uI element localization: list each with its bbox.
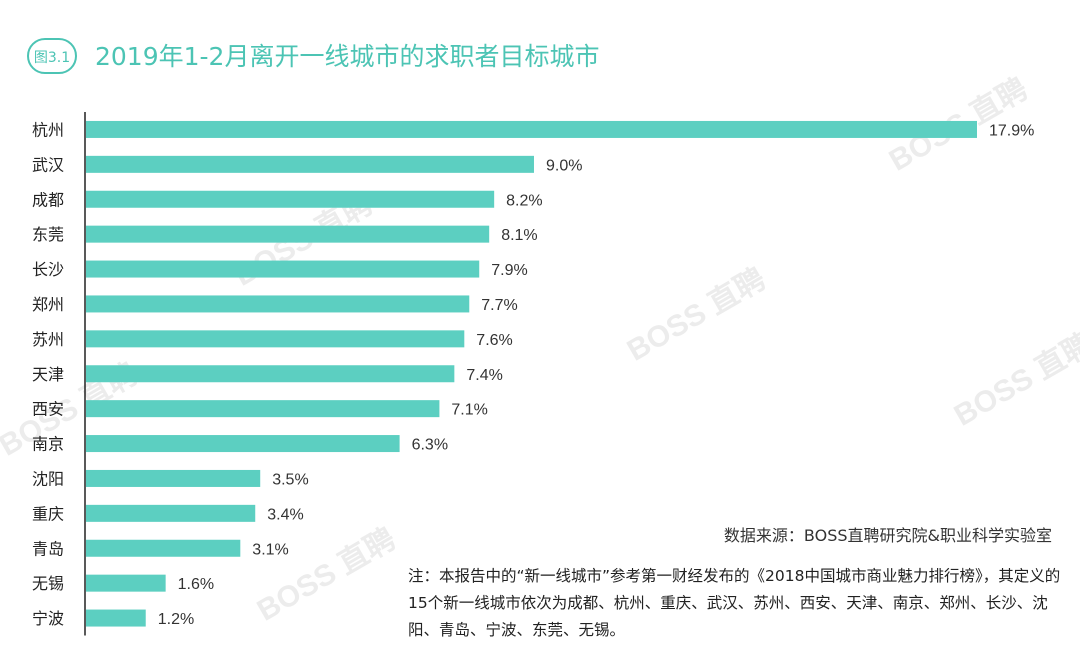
category-label: 重庆 — [32, 504, 64, 523]
bar — [86, 330, 465, 348]
chart-title: 2019年1-2月离开一线城市的求职者目标城市 — [95, 42, 600, 71]
category-label: 长沙 — [32, 260, 64, 279]
footnote: 注：本报告中的“新一线城市”参考第一财经发布的《2018中国城市商业魅力排行榜》… — [408, 567, 1061, 639]
data-source: 数据来源：BOSS直聘研究院&职业科学实验室 — [723, 526, 1052, 545]
category-label: 西安 — [32, 400, 64, 419]
value-label: 8.2% — [506, 192, 542, 209]
bar — [86, 609, 146, 627]
value-label: 1.6% — [178, 576, 214, 593]
bar — [86, 469, 261, 487]
value-label: 7.9% — [491, 262, 527, 279]
category-label: 无锡 — [32, 574, 64, 593]
bar — [86, 400, 440, 418]
value-label: 3.4% — [267, 506, 303, 523]
value-label: 9.0% — [546, 157, 582, 174]
value-label: 1.2% — [158, 611, 194, 628]
category-label: 成都 — [32, 190, 64, 209]
bar — [86, 225, 490, 243]
category-label: 南京 — [32, 435, 64, 454]
bar — [86, 260, 480, 278]
value-label: 3.5% — [272, 471, 308, 488]
bar — [86, 190, 495, 208]
value-label: 7.6% — [476, 332, 512, 349]
value-label: 8.1% — [501, 227, 537, 244]
value-label: 7.7% — [481, 297, 517, 314]
value-label: 7.4% — [466, 367, 502, 384]
category-label: 天津 — [32, 365, 64, 384]
bar — [86, 155, 534, 173]
category-label: 苏州 — [32, 330, 64, 349]
category-label: 杭州 — [32, 120, 64, 139]
bar — [86, 504, 256, 522]
bar — [86, 539, 241, 557]
value-label: 7.1% — [451, 402, 487, 419]
bar — [86, 295, 470, 313]
bar — [86, 365, 455, 383]
value-label: 6.3% — [412, 437, 448, 454]
category-label: 郑州 — [32, 295, 64, 314]
bar — [86, 120, 977, 138]
category-label: 武汉 — [32, 155, 64, 174]
bar — [86, 574, 166, 592]
bar — [86, 435, 400, 453]
figure-badge: 图3.1 — [27, 38, 77, 74]
category-label: 东莞 — [32, 225, 64, 244]
value-label: 3.1% — [252, 541, 288, 558]
category-label: 宁波 — [32, 609, 64, 628]
value-label: 17.9% — [989, 122, 1034, 139]
category-label: 青岛 — [32, 539, 64, 558]
category-label: 沈阳 — [32, 469, 64, 488]
